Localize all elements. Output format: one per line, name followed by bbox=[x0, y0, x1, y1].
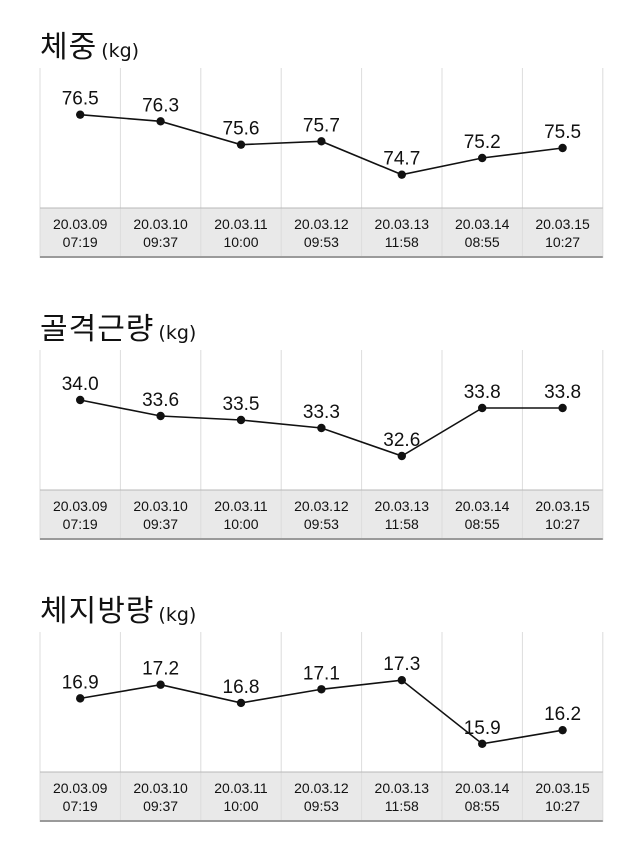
data-point bbox=[558, 403, 567, 413]
data-label: 75.7 bbox=[303, 115, 340, 136]
chart-unit: (kg) bbox=[158, 322, 197, 344]
data-point bbox=[156, 680, 165, 689]
data-label: 17.3 bbox=[383, 654, 420, 675]
x-tick-date: 20.03.14 bbox=[455, 216, 510, 232]
data-point bbox=[397, 675, 406, 685]
x-axis-band bbox=[40, 208, 603, 258]
x-tick-time: 11:58 bbox=[385, 798, 419, 814]
data-point bbox=[317, 137, 326, 146]
data-label: 16.2 bbox=[544, 704, 581, 725]
data-label: 76.3 bbox=[142, 95, 179, 116]
chart-unit: (kg) bbox=[158, 604, 197, 626]
x-tick-date: 20.03.12 bbox=[294, 498, 349, 514]
skeletal-muscle-line-chart: 20.03.09 07:19 20.03.10 09:37 20.03.11 10:00 2… bbox=[39, 350, 604, 540]
x-tick-date: 20.03.11 bbox=[214, 216, 268, 232]
x-tick-time: 10:27 bbox=[545, 798, 580, 814]
x-tick-date: 20.03.15 bbox=[535, 780, 590, 796]
data-point bbox=[397, 170, 406, 179]
x-tick-date: 20.03.15 bbox=[535, 498, 590, 514]
x-tick-date: 20.03.10 bbox=[133, 216, 188, 232]
x-tick-date: 20.03.14 bbox=[455, 498, 510, 514]
x-tick-time: 09:53 bbox=[304, 516, 339, 532]
data-point bbox=[558, 143, 567, 153]
data-point bbox=[156, 117, 165, 126]
x-tick-date: 20.03.11 bbox=[214, 780, 268, 796]
x-tick-time: 08:55 bbox=[465, 234, 500, 250]
data-label: 33.3 bbox=[303, 402, 340, 423]
x-tick-time: 08:55 bbox=[465, 516, 500, 532]
x-tick-date: 20.03.14 bbox=[455, 780, 510, 796]
x-tick-date: 20.03.13 bbox=[375, 498, 430, 514]
x-tick-time: 11:58 bbox=[385, 234, 419, 250]
data-label: 33.8 bbox=[464, 382, 501, 403]
data-label: 74.7 bbox=[383, 149, 420, 170]
x-tick-date: 20.03.11 bbox=[214, 498, 268, 514]
chart-title: 체중 (kg) bbox=[40, 22, 139, 66]
x-tick-time: 10:00 bbox=[223, 798, 258, 814]
x-tick-date: 20.03.10 bbox=[133, 780, 188, 796]
chart-title-text: 골격근량 bbox=[40, 312, 155, 347]
data-point bbox=[76, 395, 85, 405]
x-tick-time: 09:37 bbox=[143, 798, 178, 814]
x-tick-time: 10:00 bbox=[223, 516, 258, 532]
x-tick-date: 20.03.09 bbox=[53, 498, 108, 514]
x-tick-date: 20.03.12 bbox=[294, 780, 349, 796]
body-fat-line-chart: 20.03.09 07:19 20.03.10 09:37 20.03.11 10:00 2… bbox=[39, 632, 604, 822]
data-point bbox=[317, 423, 326, 433]
data-point bbox=[236, 140, 246, 149]
x-tick-time: 08:55 bbox=[465, 798, 500, 814]
x-tick-time: 10:27 bbox=[545, 516, 580, 532]
x-tick-date: 20.03.13 bbox=[375, 216, 430, 232]
x-tick-date: 20.03.12 bbox=[294, 216, 349, 232]
x-tick-time: 09:53 bbox=[304, 234, 339, 250]
data-point bbox=[236, 415, 246, 425]
x-tick-time: 11:58 bbox=[385, 516, 419, 532]
data-label: 17.2 bbox=[142, 659, 179, 680]
data-label: 33.5 bbox=[223, 394, 260, 415]
x-tick-time: 09:37 bbox=[143, 234, 178, 250]
x-axis-band bbox=[40, 772, 603, 822]
x-tick-date: 20.03.13 bbox=[375, 780, 430, 796]
x-tick-time: 10:27 bbox=[545, 234, 580, 250]
data-point bbox=[558, 725, 567, 735]
data-label: 16.9 bbox=[62, 672, 99, 693]
x-tick-date: 20.03.15 bbox=[535, 216, 590, 232]
data-label: 16.8 bbox=[223, 677, 260, 698]
x-tick-time: 07:19 bbox=[63, 234, 98, 250]
x-tick-time: 09:37 bbox=[143, 516, 178, 532]
x-tick-time: 09:53 bbox=[304, 798, 339, 814]
chart-title: 골격근량 (kg) bbox=[40, 304, 196, 348]
chart-title: 체지방량 (kg) bbox=[40, 586, 196, 630]
data-point bbox=[156, 411, 165, 421]
x-axis-band bbox=[40, 490, 603, 540]
x-tick-time: 07:19 bbox=[63, 798, 98, 814]
data-label: 33.8 bbox=[544, 382, 581, 403]
chart-title-text: 체중 bbox=[40, 30, 98, 65]
data-label: 17.1 bbox=[303, 663, 340, 684]
data-label: 75.5 bbox=[544, 122, 581, 143]
x-tick-time: 10:00 bbox=[223, 234, 258, 250]
data-label: 34.0 bbox=[62, 374, 99, 395]
data-point bbox=[478, 403, 487, 413]
x-tick-date: 20.03.09 bbox=[53, 780, 108, 796]
x-tick-time: 07:19 bbox=[63, 516, 98, 532]
data-point bbox=[317, 685, 326, 694]
x-tick-date: 20.03.10 bbox=[133, 498, 188, 514]
weight-line-chart: 20.03.09 07:19 20.03.10 09:37 20.03.11 10:00 2… bbox=[39, 68, 604, 258]
data-point bbox=[76, 110, 85, 119]
chart-title-text: 체지방량 bbox=[40, 594, 155, 629]
data-label: 15.9 bbox=[464, 718, 501, 739]
data-label: 33.6 bbox=[142, 390, 179, 411]
x-tick-date: 20.03.09 bbox=[53, 216, 108, 232]
data-label: 76.5 bbox=[62, 89, 99, 110]
data-label: 75.2 bbox=[464, 132, 501, 153]
data-point bbox=[397, 451, 406, 461]
data-point bbox=[478, 153, 487, 163]
data-label: 32.6 bbox=[383, 430, 420, 451]
data-point bbox=[478, 739, 487, 749]
data-point bbox=[76, 694, 85, 703]
data-label: 75.6 bbox=[223, 119, 260, 140]
chart-unit: (kg) bbox=[101, 40, 140, 62]
data-point bbox=[236, 698, 246, 708]
